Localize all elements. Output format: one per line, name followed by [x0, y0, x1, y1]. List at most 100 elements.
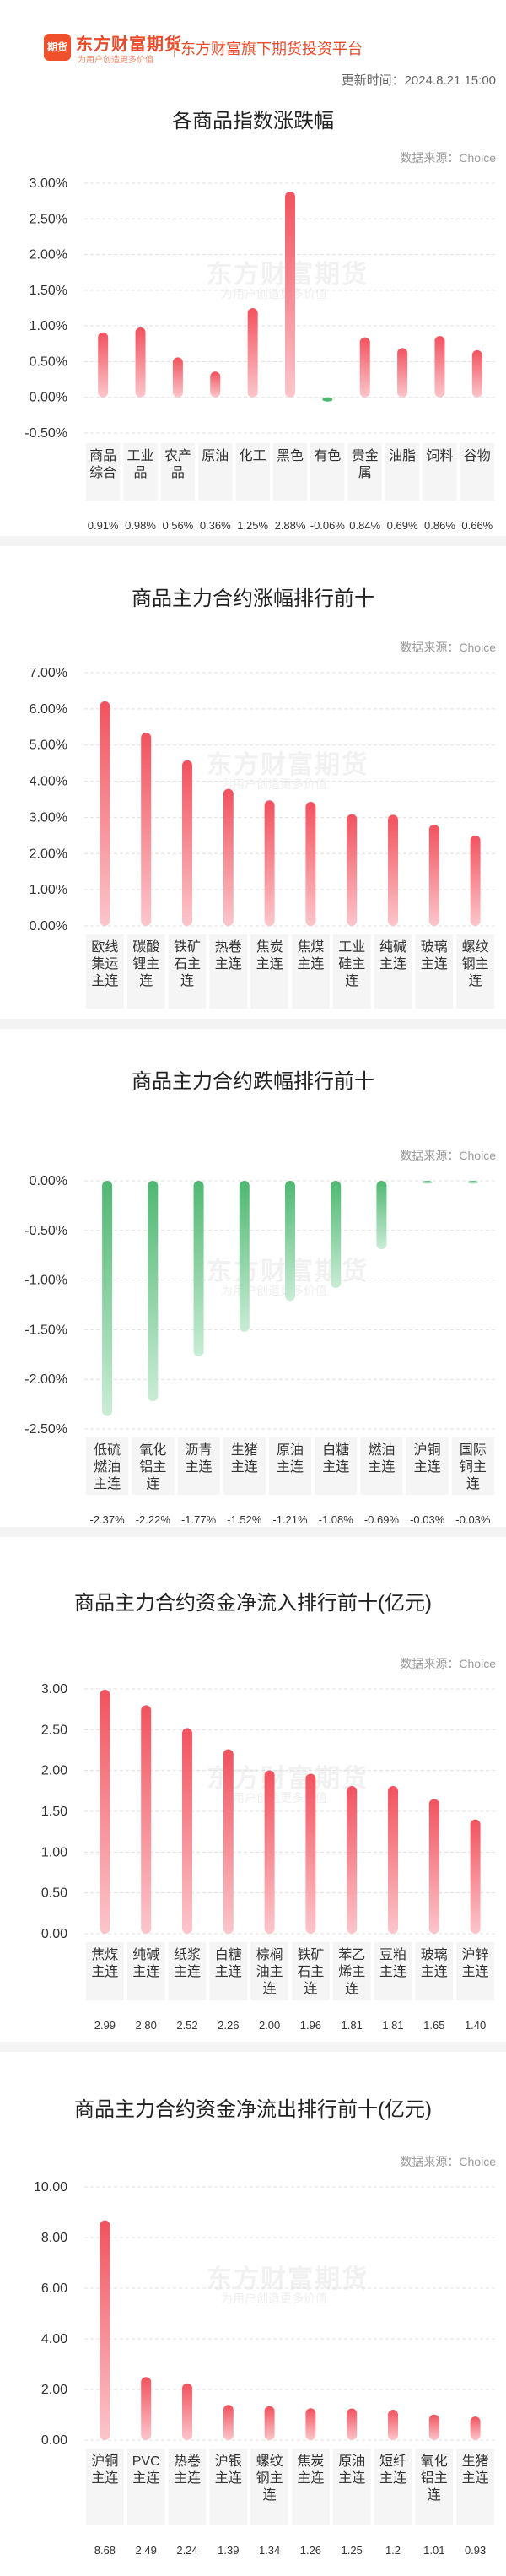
- y-tick-label: 2.50: [41, 1723, 67, 1737]
- y-tick-label: 1.00%: [30, 883, 67, 897]
- y-tick-label: 4.00%: [30, 775, 67, 789]
- category-label: 苯乙烯主连: [338, 1947, 365, 1996]
- category-label-bg: [86, 1437, 129, 1495]
- category-label-bg: [310, 443, 345, 501]
- value-label: 0.91%: [88, 519, 119, 532]
- category-label-bg: [332, 2449, 371, 2525]
- category-label: 化工: [240, 448, 266, 463]
- bar: [100, 1689, 110, 1934]
- page-header: 期货 东方财富期货 为用户创造更多价值 东方财富旗下期货投资平台 更新时间：20…: [0, 0, 506, 97]
- category-label: 工业硅主连: [338, 939, 365, 988]
- y-tick-label: 0.00: [41, 2433, 67, 2448]
- brand-name: 东方财富期货: [76, 35, 182, 54]
- bar: [148, 1181, 159, 1402]
- value-label: -1.52%: [227, 1513, 262, 1526]
- chart-section: 商品主力合约涨幅排行前十 数据来源：Choice 东方财富期货 为用户创造更多价值 7.…: [0, 546, 506, 1019]
- chart-svg: 10.00 8.00 6.00 4.00 2.00 0.00 沪铜主连 PVC 主连热卷主连沪银…: [34, 2180, 496, 2557]
- bar: [100, 2220, 110, 2440]
- category-label: 铁矿石主连: [297, 1947, 324, 1996]
- value-label: 1.81: [382, 2019, 403, 2032]
- bar: [102, 1181, 113, 1416]
- value-label: 1.2: [385, 2544, 401, 2557]
- category-label-bg: [268, 1437, 312, 1495]
- category-label-bg: [86, 443, 121, 501]
- category-label-bg: [272, 443, 308, 501]
- category-label-bg: [415, 1942, 454, 2000]
- data-source: 数据来源：Choice: [400, 1149, 496, 1162]
- value-label: 1.26: [300, 2544, 321, 2557]
- category-label: 氧化铝主连: [139, 1442, 166, 1491]
- watermark-sub: 为用户创造更多价值: [221, 777, 327, 791]
- bar: [331, 1181, 342, 1289]
- category-label-bg: [406, 1437, 449, 1495]
- category-label-bg: [292, 1942, 330, 2000]
- category-label-bg: [385, 443, 420, 501]
- y-tick-label: 2.00: [41, 1764, 67, 1778]
- category-label: 玻璃主连: [421, 1947, 448, 1979]
- data-source: 数据来源：Choice: [400, 641, 496, 654]
- value-label: 0.36%: [200, 519, 231, 532]
- bar: [428, 825, 439, 926]
- value-label: 2.52: [176, 2019, 197, 2032]
- category-label-bg: [86, 2449, 124, 2525]
- value-label: 1.34: [259, 2544, 280, 2557]
- category-label: 沥青主连: [186, 1442, 213, 1475]
- value-label: 2.80: [136, 2019, 157, 2032]
- category-label-bg: [456, 1942, 494, 2000]
- category-label-bg: [86, 1942, 124, 2000]
- category-label: 饲料: [426, 448, 453, 463]
- value-label: 8.68: [94, 2544, 116, 2557]
- bar: [182, 1728, 192, 1934]
- category-label: 原油主连: [277, 1442, 304, 1475]
- brand-logo-icon: 期货: [44, 34, 71, 61]
- category-label-bg: [126, 1942, 165, 2000]
- update-time: 更新时间：2024.8.21 15:00: [341, 73, 496, 88]
- category-label-bg: [456, 2449, 494, 2525]
- bar: [223, 788, 234, 926]
- brand-slogan: 为用户创造更多价值: [78, 56, 153, 65]
- bar: [172, 357, 183, 398]
- category-label: 燃油主连: [368, 1442, 395, 1475]
- bar: [264, 1770, 275, 1934]
- category-label: 生猪主连: [231, 1442, 258, 1475]
- category-label: PVC 主连: [132, 2454, 160, 2486]
- category-label-bg: [132, 1437, 175, 1495]
- category-label: 热卷主连: [174, 2454, 201, 2486]
- category-label: 热卷主连: [215, 939, 242, 971]
- section-separator: [0, 1527, 506, 1537]
- bar: [239, 1181, 250, 1332]
- category-label: 氧化铝主连: [421, 2454, 448, 2503]
- chart-title: 商品主力合约资金净流入排行前十(亿元): [74, 1592, 432, 1615]
- header-divider: [174, 35, 175, 57]
- category-label-bg: [209, 1942, 248, 2000]
- category-label: 焦煤主连: [91, 1947, 118, 1979]
- data-source: 数据来源：Choice: [400, 2155, 496, 2168]
- bar: [98, 332, 109, 398]
- category-label: 低硫燃油主连: [94, 1442, 121, 1491]
- section-separator: [0, 1019, 506, 1029]
- value-label: -1.77%: [181, 1513, 217, 1526]
- category-label: 原油主连: [338, 2454, 365, 2486]
- value-label: 0.66%: [461, 519, 493, 532]
- bar: [359, 337, 370, 398]
- category-label: 焦炭主连: [297, 2454, 324, 2486]
- category-label: 沪铜主连: [91, 2454, 118, 2486]
- bar: [422, 1181, 433, 1184]
- bar: [467, 1181, 478, 1184]
- bar: [247, 308, 258, 398]
- bar: [471, 349, 482, 398]
- y-tick-label: 0.00%: [30, 1174, 67, 1188]
- category-label: 焦煤主连: [297, 939, 324, 971]
- value-label: -0.03%: [455, 1513, 491, 1526]
- bar: [210, 371, 221, 398]
- y-tick-label: -1.00%: [24, 1274, 67, 1288]
- category-label-bg: [292, 2449, 330, 2525]
- bar: [193, 1181, 204, 1357]
- bar: [376, 1181, 387, 1250]
- category-label: 原油: [202, 448, 229, 463]
- watermark-sub: 为用户创造更多价值: [221, 286, 327, 300]
- category-label: 短纤主连: [380, 2454, 406, 2486]
- category-label-bg: [126, 934, 165, 1009]
- category-label-bg: [456, 934, 494, 1009]
- category-label-bg: [415, 934, 454, 1009]
